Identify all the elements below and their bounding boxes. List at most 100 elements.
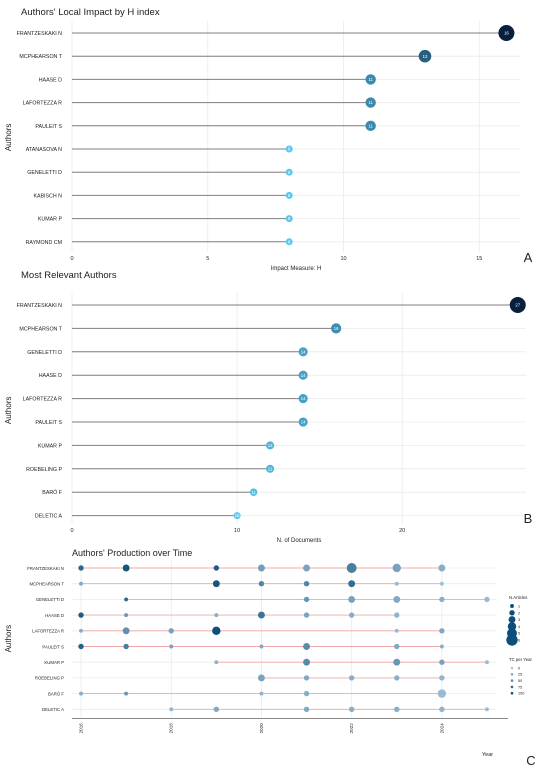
legend-size-key bbox=[507, 622, 517, 631]
lollipop-dot bbox=[285, 238, 293, 246]
legend-label: 4 bbox=[518, 625, 520, 629]
production-dot bbox=[484, 596, 490, 603]
panel-label: B bbox=[524, 511, 533, 526]
y-tick-label: KABISCH N bbox=[33, 193, 62, 199]
x-tick-label: 2018 bbox=[169, 723, 174, 734]
y-tick-label: HAASE D bbox=[45, 613, 64, 618]
data-label: 12 bbox=[268, 466, 273, 471]
data-label: 27 bbox=[515, 303, 520, 308]
panel-a: Authors' Local Impact by H index 0 5 10 15 Im… bbox=[4, 7, 533, 272]
legend-label: 100 bbox=[518, 692, 524, 696]
production-dot bbox=[348, 580, 356, 588]
y-tick-label: KUMAR P bbox=[38, 217, 63, 223]
production-dot bbox=[212, 580, 220, 588]
production-dot bbox=[394, 628, 399, 633]
production-dot bbox=[257, 564, 265, 572]
y-tick-label: FRANTZESKAKI N bbox=[17, 303, 62, 309]
production-dot bbox=[123, 643, 129, 650]
y-tick-label: PAULEIT S bbox=[35, 420, 62, 426]
lollipop-dot bbox=[298, 347, 308, 357]
data-label: 13 bbox=[423, 54, 428, 59]
production-dot bbox=[439, 581, 444, 586]
production-dot bbox=[348, 706, 355, 712]
lollipop-dot bbox=[365, 74, 376, 85]
x-tick-label: 20 bbox=[399, 528, 405, 534]
production-dot bbox=[303, 612, 310, 618]
y-tick-label: ROEBELING P bbox=[35, 676, 64, 681]
legend-label: 3 bbox=[518, 618, 520, 622]
legend-label: 0 bbox=[518, 666, 520, 670]
legend-size-key bbox=[508, 616, 516, 624]
y-tick-label: DELETIC A bbox=[35, 514, 63, 520]
production-dot bbox=[439, 644, 444, 649]
lollipop-dot bbox=[285, 215, 293, 223]
production-dot bbox=[258, 581, 265, 587]
legend-label: 2 bbox=[518, 611, 520, 615]
y-tick-label: GENELETTI D bbox=[36, 597, 64, 602]
panel-b: Most Relevant Authors 0 10 20 N. of Document… bbox=[4, 270, 532, 544]
lollipop-dot bbox=[285, 168, 293, 176]
production-dot bbox=[394, 581, 399, 586]
production-dot bbox=[394, 643, 400, 650]
y-tick-label: KUMAR P bbox=[44, 660, 64, 665]
data-label: 11 bbox=[368, 100, 373, 105]
data-label: 11 bbox=[368, 77, 373, 82]
y-tick-label: RAYMOND CM bbox=[26, 240, 62, 246]
lollipop-dot bbox=[298, 417, 308, 427]
data-label: 14 bbox=[301, 349, 306, 354]
production-dot bbox=[348, 675, 355, 681]
lollipop-dot bbox=[331, 323, 342, 334]
y-tick-label: MCPHEARSON T bbox=[29, 582, 64, 587]
production-dot bbox=[213, 706, 220, 712]
y-tick-label: PAULEIT S bbox=[35, 124, 62, 130]
y-tick-label: ATANASOVA N bbox=[26, 147, 62, 153]
production-dot bbox=[259, 644, 264, 649]
y-tick-label: FRANTZESKAKI N bbox=[17, 31, 62, 37]
chart-title: Authors' Production over Time bbox=[72, 548, 192, 558]
lollipop-dot bbox=[285, 145, 293, 153]
data-label: 8 bbox=[288, 216, 291, 221]
y-axis-label: Authors bbox=[4, 397, 13, 425]
chart-title: Authors' Local Impact by H index bbox=[21, 7, 160, 18]
lollipop-dot bbox=[298, 394, 308, 404]
production-dot bbox=[214, 613, 219, 618]
production-dot bbox=[212, 626, 221, 635]
y-tick-label: KUMAR P bbox=[38, 443, 63, 449]
production-dot bbox=[393, 658, 401, 666]
legend-label: 25 bbox=[518, 673, 522, 677]
panel-label: A bbox=[524, 250, 533, 265]
production-dot bbox=[346, 563, 357, 573]
legend-color-key bbox=[510, 673, 514, 676]
data-label: 8 bbox=[288, 193, 291, 198]
data-label: 14 bbox=[301, 420, 306, 425]
y-tick-label: MCPHEARSON T bbox=[19, 54, 62, 60]
data-label: 12 bbox=[268, 443, 273, 448]
production-dot bbox=[168, 628, 174, 634]
y-tick-label: PAULEIT S bbox=[42, 644, 64, 649]
production-dot bbox=[394, 675, 400, 681]
y-tick-label: LAFORTEZZA R bbox=[23, 101, 63, 107]
production-dot bbox=[303, 643, 311, 650]
x-axis-label: Year bbox=[482, 752, 493, 758]
y-tick-label: ROEBELING P bbox=[26, 467, 62, 473]
data-label: 8 bbox=[288, 239, 291, 244]
production-dot bbox=[169, 707, 174, 712]
x-tick-label: 10 bbox=[340, 256, 346, 262]
production-dot bbox=[213, 565, 220, 571]
production-dot bbox=[439, 706, 445, 712]
x-tick-label: 2016 bbox=[79, 723, 84, 734]
data-label: 14 bbox=[301, 373, 306, 378]
data-label: 11 bbox=[368, 123, 373, 128]
lollipop-dot bbox=[365, 120, 376, 131]
lollipop-dot bbox=[249, 488, 258, 496]
production-dot bbox=[394, 612, 400, 618]
production-dot bbox=[122, 627, 130, 635]
production-dot bbox=[78, 643, 84, 650]
y-tick-label: DELETIC A bbox=[42, 707, 64, 712]
legend-title: N.Articles bbox=[509, 595, 527, 600]
production-dot bbox=[348, 595, 356, 603]
production-dot bbox=[485, 660, 489, 665]
legend-label: 75 bbox=[518, 685, 522, 689]
lollipop-dot bbox=[509, 297, 526, 313]
